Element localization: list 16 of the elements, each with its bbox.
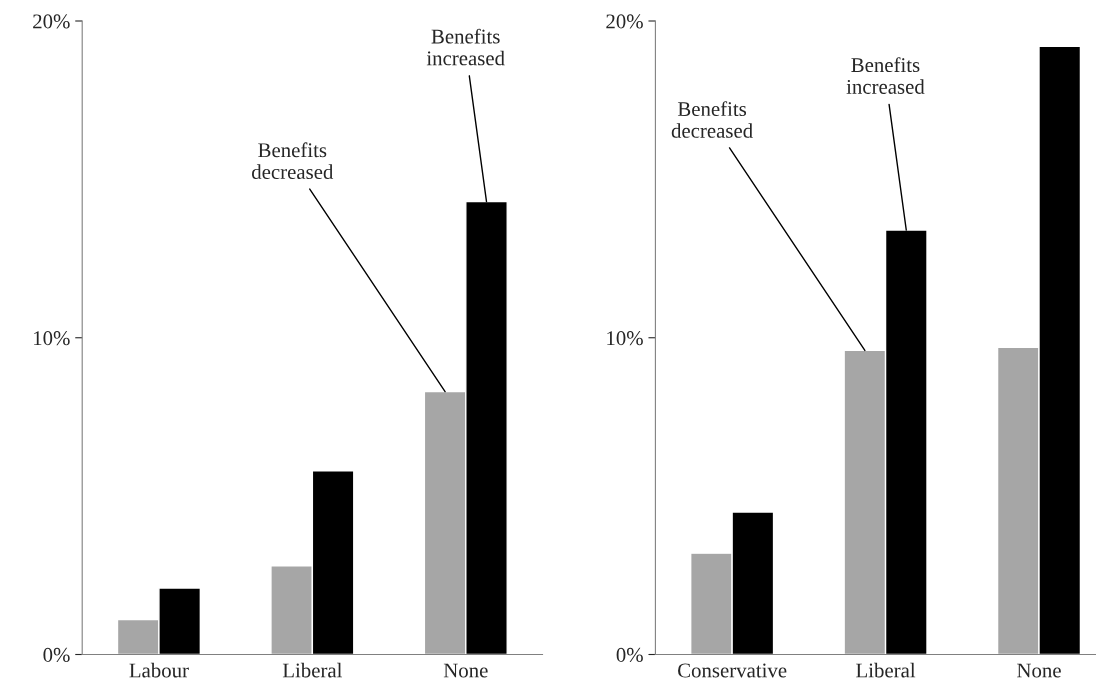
y-tick-label: 10% (607, 331, 643, 346)
text: Benefits increased (426, 28, 505, 66)
x-tick-label: Labour (129, 662, 189, 678)
text: Benefits decreased (671, 101, 753, 138)
x-tick-label: Liberal (282, 662, 343, 678)
x-tick-label: Conservative (678, 663, 787, 678)
text: Benefits increased (846, 57, 925, 94)
y-tick-label: 20% (606, 14, 643, 29)
y-tick-label: 10% (34, 331, 70, 346)
x-tick-label: Liberal (856, 662, 916, 678)
y-tick-label: 0% (616, 647, 643, 662)
x-tick-label: None (1017, 663, 1061, 678)
x-tick-label: None (443, 663, 488, 678)
y-tick-label: 0% (43, 647, 70, 662)
y-tick-label: 20% (33, 14, 70, 29)
text: Benefits decreased (252, 142, 334, 180)
